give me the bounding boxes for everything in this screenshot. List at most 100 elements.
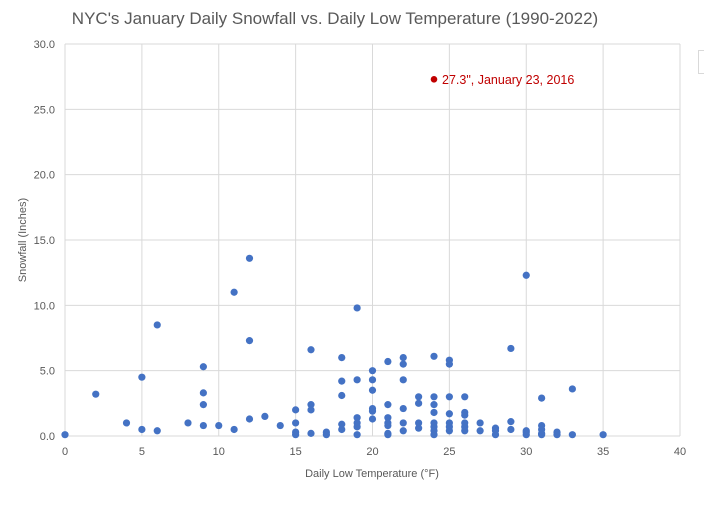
data-point (430, 431, 438, 439)
data-point (61, 431, 69, 439)
data-point (445, 427, 453, 435)
data-point (399, 404, 407, 413)
data-point (430, 408, 438, 417)
y-axis-label: Snowfall (Inches) (17, 198, 29, 282)
data-point (368, 386, 377, 394)
data-point (445, 393, 453, 401)
data-point (415, 393, 423, 401)
data-point (491, 431, 500, 439)
x-tick-label: 15 (290, 446, 302, 458)
data-point (322, 431, 330, 439)
data-point (122, 419, 131, 427)
data-point (384, 431, 392, 439)
data-point (522, 431, 530, 439)
x-tick-label: 35 (597, 446, 609, 458)
data-point (292, 431, 300, 439)
y-tick-label: 30.0 (34, 39, 55, 51)
y-tick-label: 10.0 (34, 300, 55, 312)
data-point (138, 373, 146, 381)
data-point (461, 411, 469, 419)
x-tick-label: 0 (62, 446, 68, 458)
data-point (338, 425, 346, 434)
data-point (445, 360, 453, 368)
data-point (430, 352, 438, 360)
data-point (476, 419, 484, 427)
data-point (399, 427, 407, 435)
x-tick-label: 30 (520, 446, 532, 458)
data-point (415, 424, 423, 432)
data-point (338, 391, 346, 400)
x-tick-label: 10 (213, 446, 225, 458)
data-point (353, 423, 361, 431)
chart-title: NYC's January Daily Snowfall vs. Daily L… (72, 9, 598, 28)
data-point (368, 376, 377, 384)
data-point (368, 415, 377, 423)
data-point (507, 418, 515, 426)
data-point (368, 367, 377, 375)
data-point (261, 412, 269, 420)
data-point (292, 406, 300, 414)
data-point (353, 376, 361, 384)
data-point (538, 394, 546, 402)
y-tick-label: 20.0 (34, 170, 55, 182)
data-point (399, 360, 407, 368)
gridlines (64, 43, 681, 437)
y-tick-label: 15.0 (34, 235, 55, 247)
data-points (61, 254, 607, 439)
y-tick-label: 0.0 (40, 431, 55, 443)
data-point (384, 421, 392, 430)
x-tick-label: 5 (139, 446, 145, 458)
data-point (338, 354, 346, 362)
data-point (553, 431, 561, 439)
data-point (399, 419, 407, 427)
data-point (430, 401, 438, 409)
data-point (307, 401, 315, 409)
data-point (461, 393, 469, 401)
highlight-annotation: 27.3", January 23, 2016 (430, 73, 574, 87)
data-point (92, 390, 100, 398)
data-point (384, 357, 392, 366)
data-point (399, 354, 407, 362)
data-point (476, 427, 484, 435)
data-point (307, 406, 315, 414)
data-point (307, 429, 315, 437)
data-point (292, 419, 300, 427)
data-point (184, 419, 192, 427)
data-point (138, 425, 146, 434)
data-point (568, 385, 576, 393)
y-tick-label: 5.0 (40, 366, 55, 378)
data-point (507, 425, 515, 434)
data-point (245, 415, 254, 423)
data-point (415, 419, 423, 427)
data-point (399, 376, 407, 384)
y-tick-label: 25.0 (34, 104, 55, 116)
data-point (307, 346, 315, 354)
data-point (153, 321, 161, 329)
data-point (199, 421, 207, 430)
data-point (199, 389, 207, 397)
data-point (338, 420, 346, 428)
y-axis-tick-labels: 0.0 5.0 10.0 15.0 20.0 25.0 30.0 (34, 39, 55, 443)
data-point (353, 431, 361, 439)
data-point (384, 414, 392, 422)
data-point (430, 393, 438, 401)
data-point (599, 431, 607, 439)
panel-edge (698, 50, 704, 74)
data-point (153, 427, 161, 435)
data-point (353, 414, 361, 422)
data-point (568, 431, 576, 439)
data-point (522, 271, 530, 279)
data-point (199, 401, 207, 409)
x-tick-label: 20 (366, 446, 378, 458)
x-axis-tick-labels: 0 5 10 15 20 25 30 35 40 (62, 446, 686, 458)
data-point (538, 431, 546, 439)
data-point (230, 425, 238, 434)
data-point (245, 337, 254, 345)
data-point (445, 410, 453, 418)
data-point (384, 401, 392, 409)
highlight-point (430, 75, 438, 83)
data-point (276, 421, 284, 430)
data-point (230, 288, 238, 296)
data-point (215, 421, 223, 430)
